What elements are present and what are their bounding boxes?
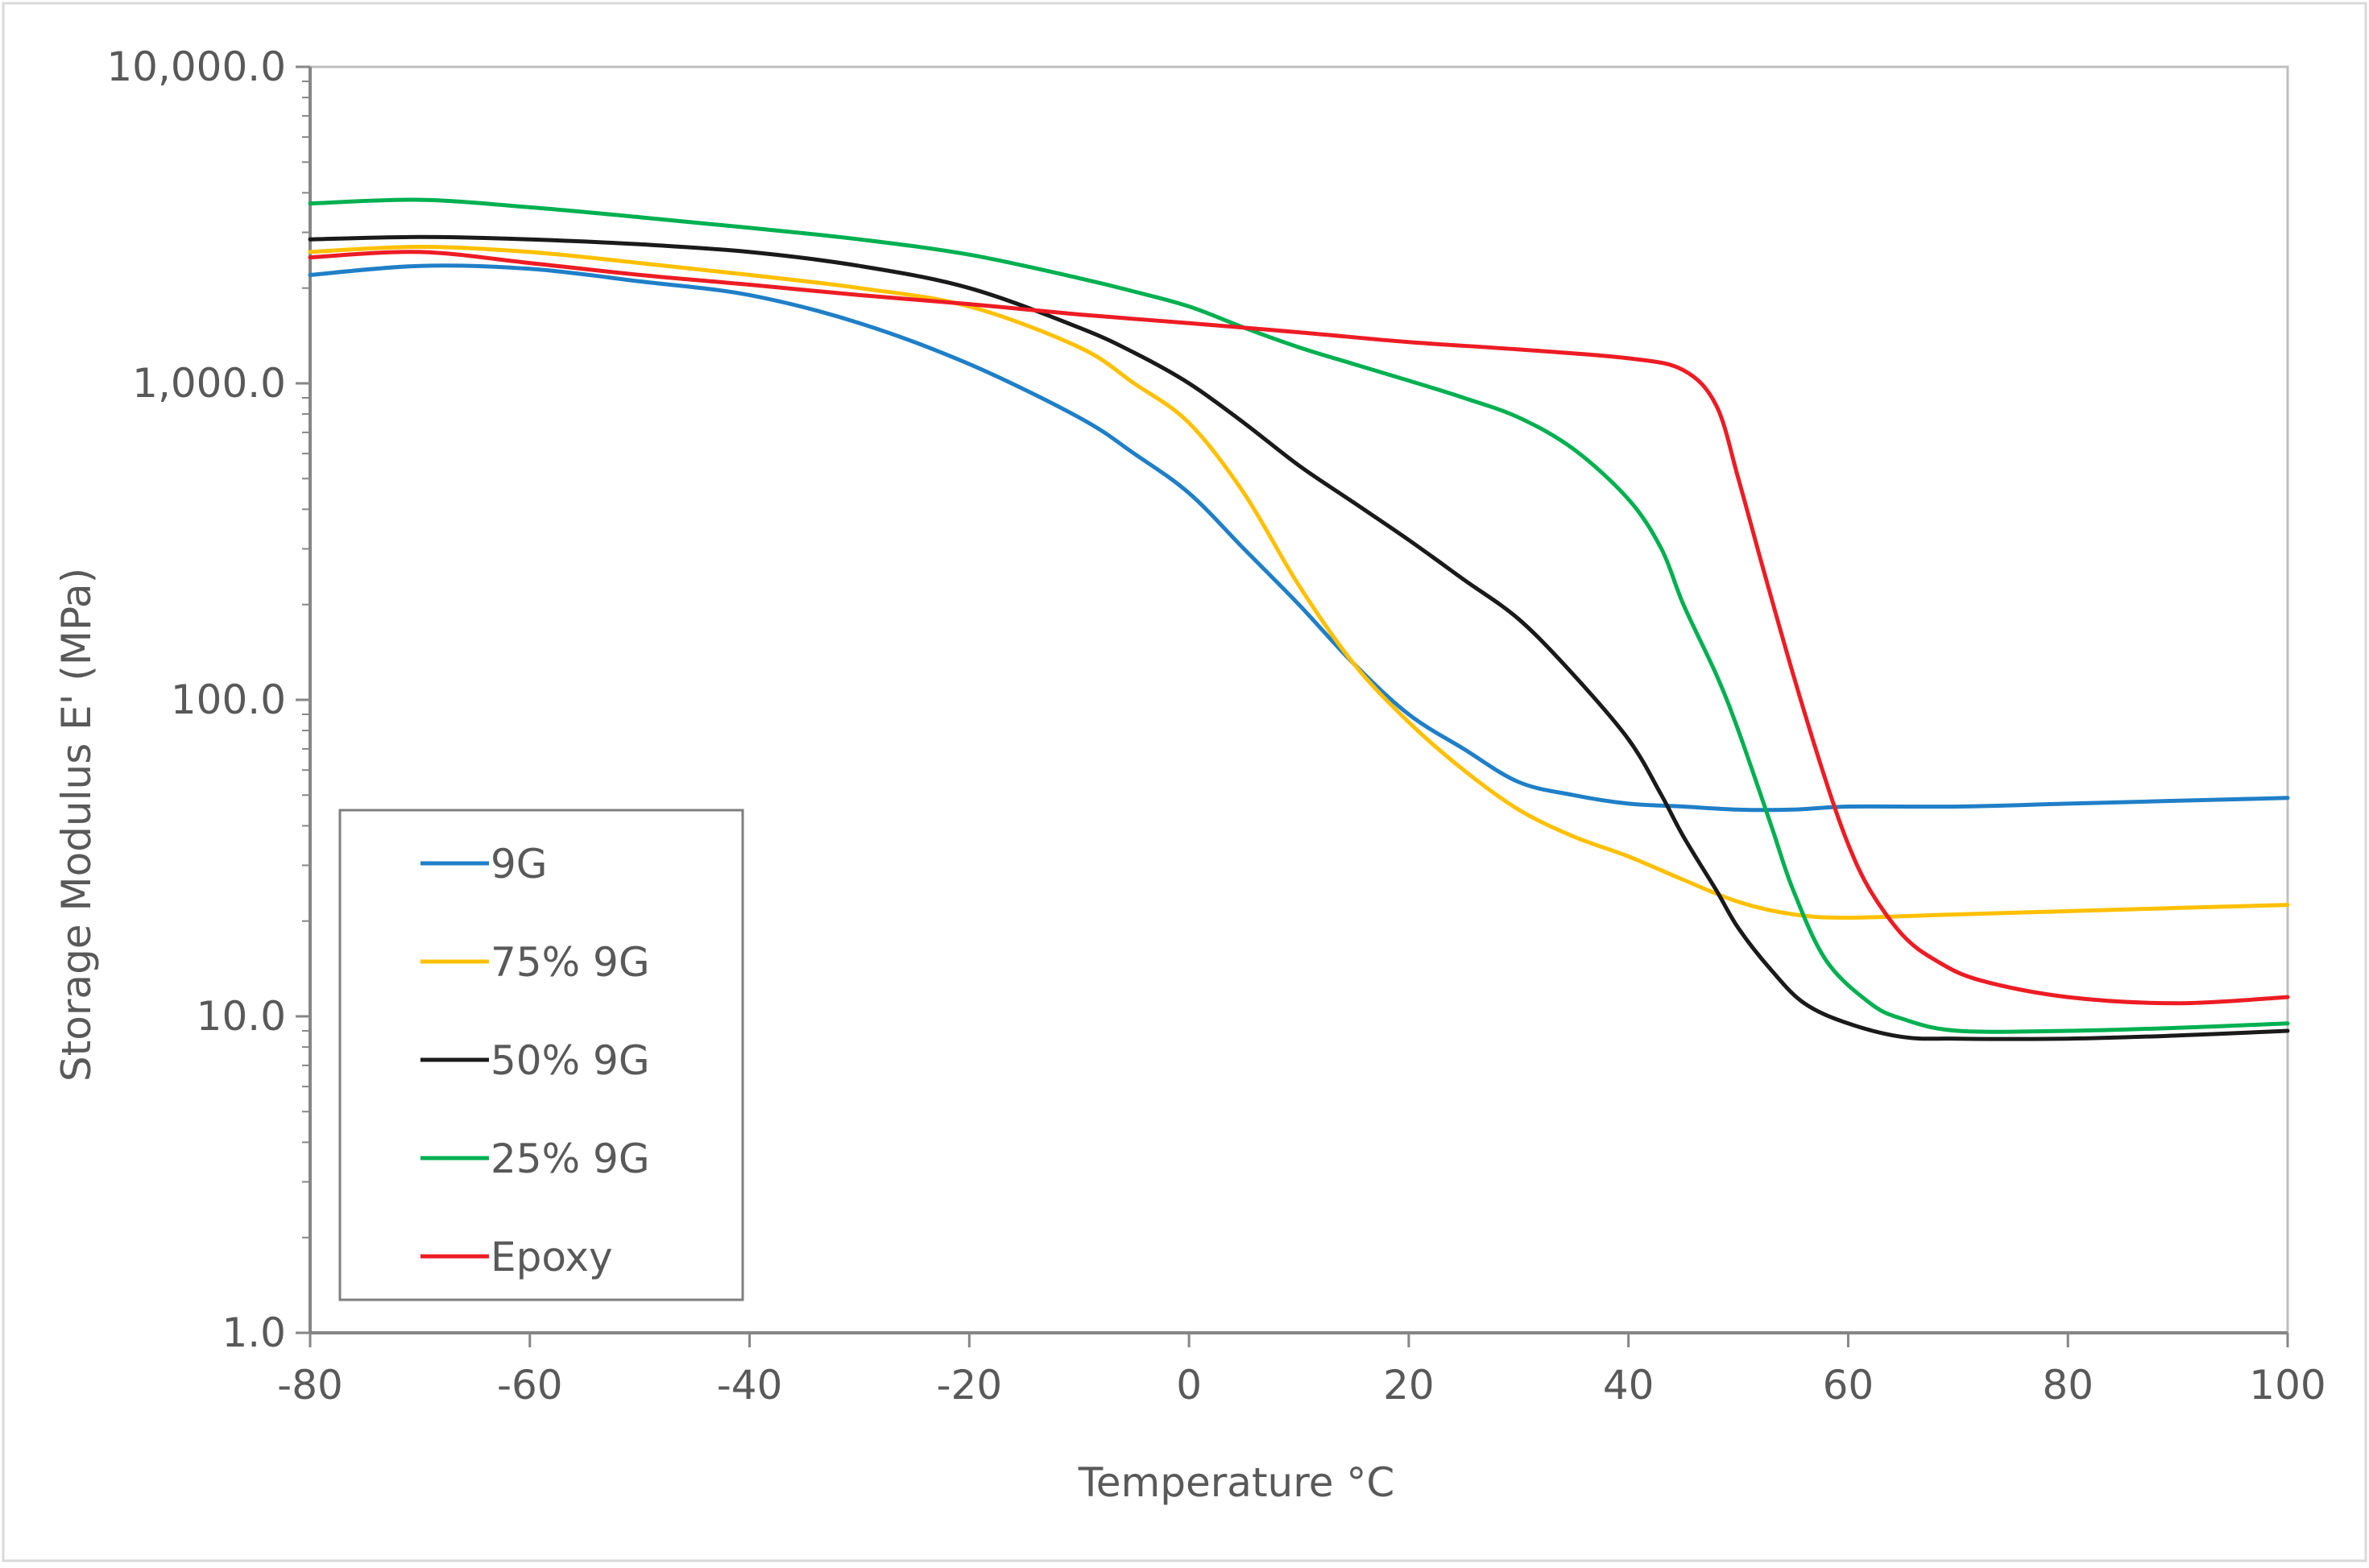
x-tick-label: 80 <box>2042 1362 2094 1409</box>
series-line-50pct-9g <box>308 234 2290 1041</box>
legend-box <box>338 809 744 1301</box>
y-tick-label: 10.0 <box>197 993 286 1040</box>
x-tick-label: -40 <box>717 1362 783 1409</box>
x-tick-label: -80 <box>277 1362 343 1409</box>
legend: 9G 75% 9G 50% 9G 25% 9G Epoxy <box>338 809 744 1301</box>
x-tick-label: 0 <box>1176 1362 1202 1409</box>
y-axis-title: Storage Modulus E' (MPa) <box>53 568 100 1082</box>
x-tick-label: 20 <box>1383 1362 1435 1409</box>
x-tick-label: 40 <box>1603 1362 1655 1409</box>
series-lines <box>308 197 2290 1041</box>
legend-label-25pct-9g: 25% 9G <box>491 1136 650 1182</box>
x-tick-label: 100 <box>2249 1362 2326 1409</box>
series-line-75pct-9g <box>308 245 2290 920</box>
x-tick-label: -60 <box>497 1362 563 1409</box>
legend-label-epoxy: Epoxy <box>491 1234 613 1280</box>
x-tick-label: -20 <box>936 1362 1002 1409</box>
legend-label-9g: 9G <box>491 841 548 887</box>
series-line-epoxy <box>308 250 2290 1006</box>
x-tick-label: 60 <box>1823 1362 1874 1409</box>
legend-label-75pct-9g: 75% 9G <box>491 939 650 986</box>
y-tick-label: 100.0 <box>171 676 286 723</box>
y-axis: 1.0 10.0 100.0 1,000.0 10,000.0 <box>106 43 312 1356</box>
series-line-25pct-9g <box>308 197 2290 1034</box>
x-axis: -80 -60 -40 -20 0 20 40 60 80 100 <box>277 1331 2326 1409</box>
y-tick-label: 1.0 <box>222 1309 286 1356</box>
y-tick-label: 1,000.0 <box>132 360 286 407</box>
x-axis-title: Temperature °C <box>1078 1459 1395 1506</box>
legend-label-50pct-9g: 50% 9G <box>491 1037 650 1084</box>
y-tick-label: 10,000.0 <box>106 43 286 90</box>
